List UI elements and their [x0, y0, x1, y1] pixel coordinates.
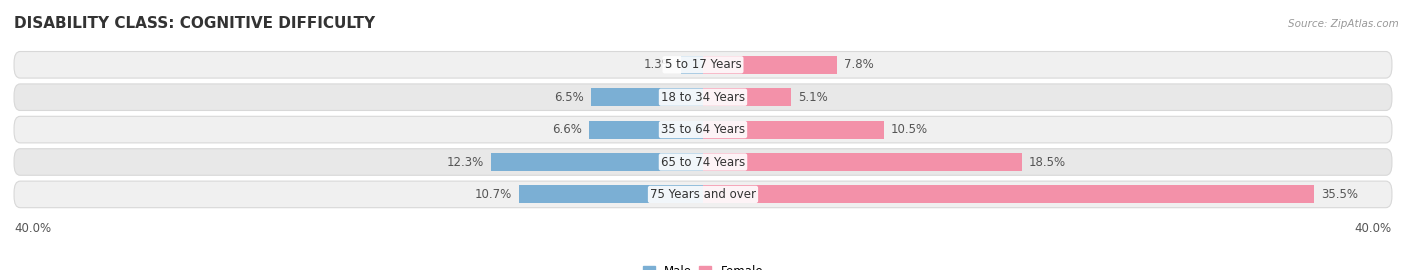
Bar: [703, 88, 790, 106]
Text: 40.0%: 40.0%: [1355, 222, 1392, 235]
Text: 10.5%: 10.5%: [891, 123, 928, 136]
Bar: [591, 88, 703, 106]
Legend: Male, Female: Male, Female: [643, 265, 763, 270]
Bar: [703, 153, 1022, 171]
FancyBboxPatch shape: [14, 149, 1392, 175]
Text: 12.3%: 12.3%: [447, 156, 484, 168]
Bar: [589, 121, 703, 139]
Text: 18.5%: 18.5%: [1029, 156, 1066, 168]
Text: 40.0%: 40.0%: [14, 222, 51, 235]
FancyBboxPatch shape: [14, 84, 1392, 110]
Text: DISABILITY CLASS: COGNITIVE DIFFICULTY: DISABILITY CLASS: COGNITIVE DIFFICULTY: [14, 16, 375, 31]
FancyBboxPatch shape: [14, 116, 1392, 143]
Text: 5.1%: 5.1%: [797, 91, 828, 104]
Text: 75 Years and over: 75 Years and over: [650, 188, 756, 201]
Text: 35 to 64 Years: 35 to 64 Years: [661, 123, 745, 136]
FancyBboxPatch shape: [14, 181, 1392, 208]
Bar: [519, 185, 703, 203]
Text: 10.7%: 10.7%: [475, 188, 512, 201]
Text: 35.5%: 35.5%: [1322, 188, 1358, 201]
Text: Source: ZipAtlas.com: Source: ZipAtlas.com: [1288, 19, 1399, 29]
Text: 65 to 74 Years: 65 to 74 Years: [661, 156, 745, 168]
Bar: [703, 56, 838, 74]
Text: 5 to 17 Years: 5 to 17 Years: [665, 58, 741, 71]
Text: 1.3%: 1.3%: [644, 58, 673, 71]
FancyBboxPatch shape: [14, 52, 1392, 78]
Bar: [681, 56, 703, 74]
Bar: [491, 153, 703, 171]
Bar: [703, 121, 884, 139]
Text: 6.5%: 6.5%: [554, 91, 583, 104]
Text: 7.8%: 7.8%: [844, 58, 875, 71]
Bar: [703, 185, 1315, 203]
Text: 6.6%: 6.6%: [553, 123, 582, 136]
Text: 18 to 34 Years: 18 to 34 Years: [661, 91, 745, 104]
